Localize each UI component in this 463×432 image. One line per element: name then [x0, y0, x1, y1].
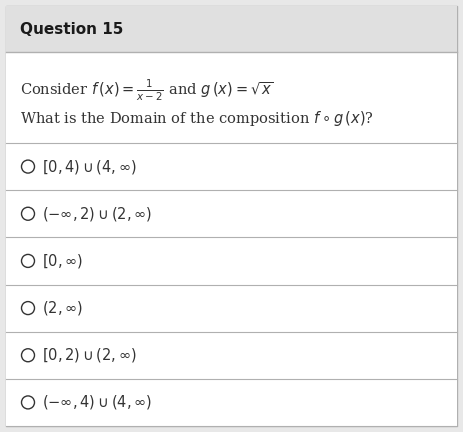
Text: Question 15: Question 15 [20, 22, 123, 36]
Bar [6, 52, 457, 426]
Text: Consider $f\,(x) = \frac{1}{x-2}$ and $g\,(x) = \sqrt{x}$: Consider $f\,(x) = \frac{1}{x-2}$ and $g… [20, 77, 274, 103]
Text: $[0, \infty)$: $[0, \infty)$ [43, 252, 84, 270]
Text: $[0, 4) \cup (4, \infty)$: $[0, 4) \cup (4, \infty)$ [43, 158, 138, 175]
Text: $(-\infty, 4) \cup (4, \infty)$: $(-\infty, 4) \cup (4, \infty)$ [43, 394, 153, 411]
Bar [6, 6, 457, 52]
Text: $(-\infty, 2) \cup (2, \infty)$: $(-\infty, 2) \cup (2, \infty)$ [43, 205, 153, 223]
Text: What is the Domain of the composition $f \circ g\,(x)$?: What is the Domain of the composition $f… [20, 108, 374, 127]
Text: $[0, 2) \cup (2, \infty)$: $[0, 2) \cup (2, \infty)$ [43, 346, 138, 364]
Text: $(2, \infty)$: $(2, \infty)$ [43, 299, 84, 317]
